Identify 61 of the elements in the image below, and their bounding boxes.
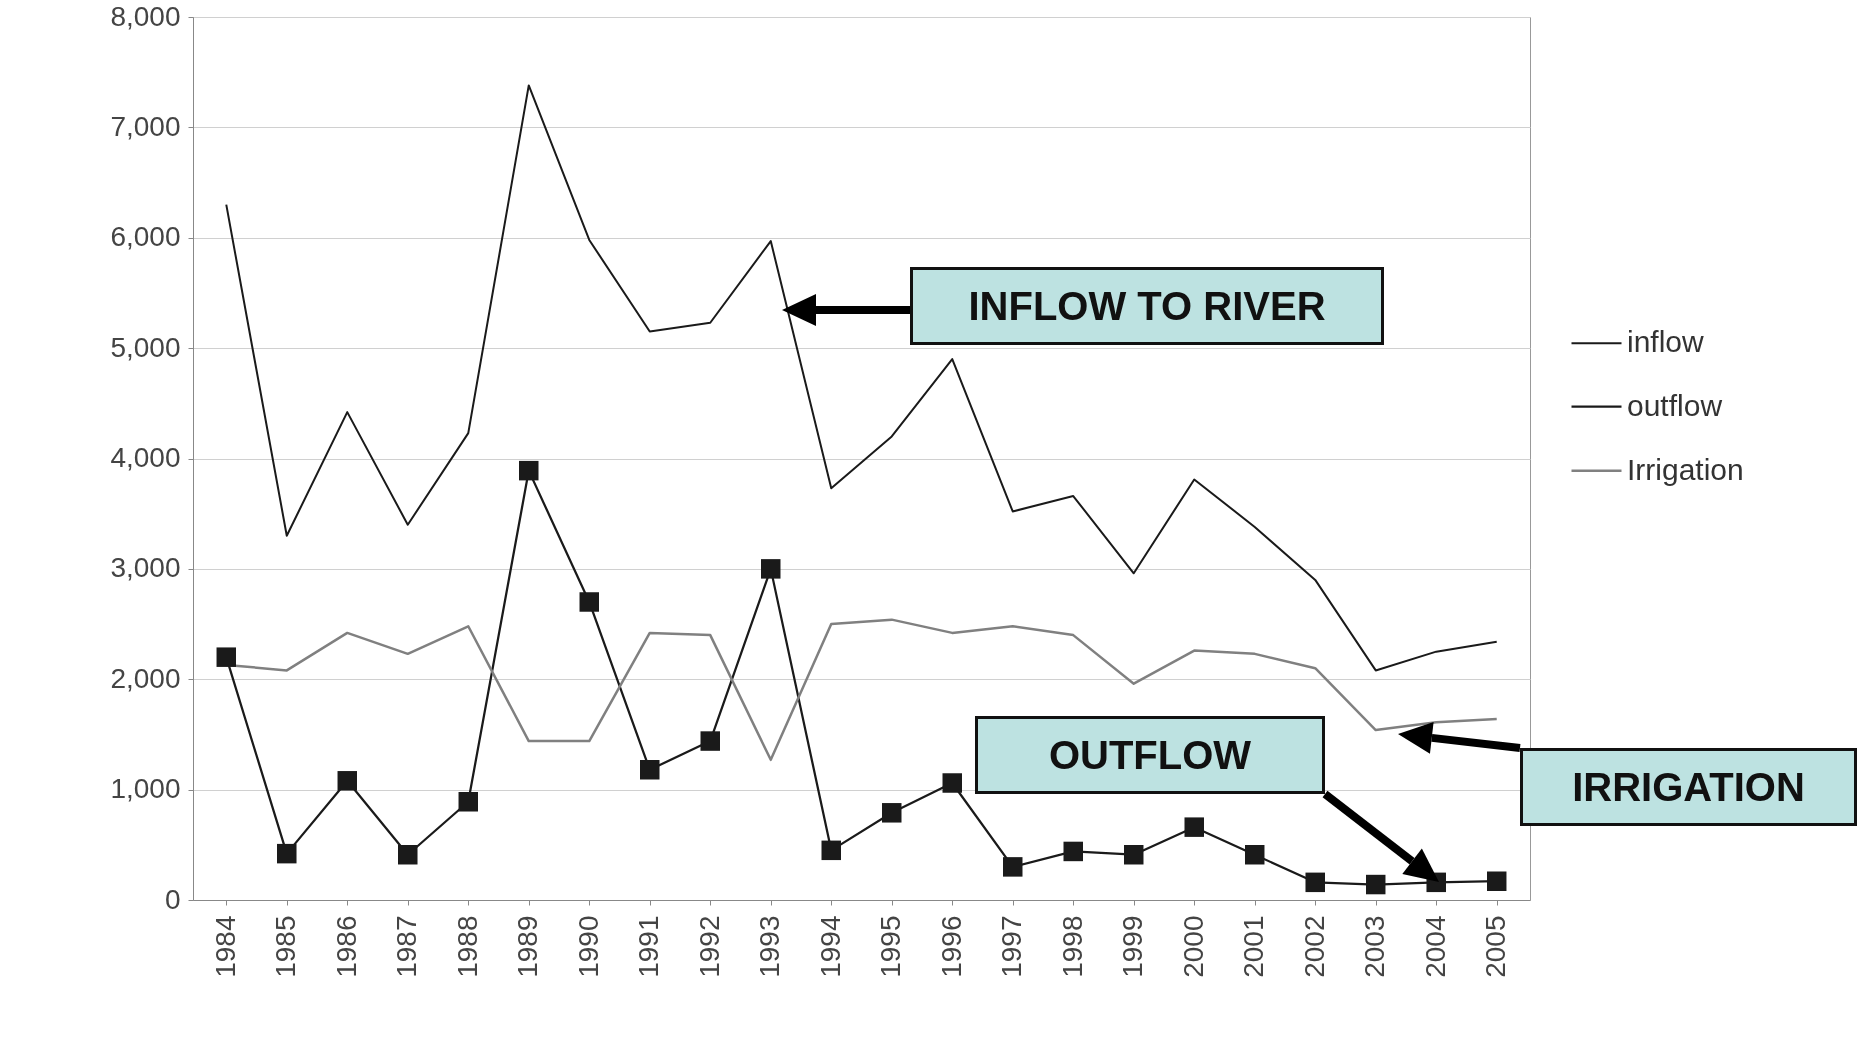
point bbox=[1063, 841, 1083, 862]
x-tick-label: 1992 bbox=[693, 915, 725, 978]
point bbox=[761, 559, 781, 579]
label-box: IRRIGATION bbox=[1520, 748, 1857, 826]
legend-label: Irrigation bbox=[1627, 452, 1744, 486]
x-tick-label: 1995 bbox=[875, 915, 907, 978]
y-tick-label: 2,000 bbox=[110, 662, 181, 694]
point bbox=[1123, 845, 1144, 865]
x-tick-label: 1993 bbox=[754, 915, 786, 978]
point bbox=[1003, 857, 1023, 877]
x-tick-label: 2005 bbox=[1480, 915, 1512, 978]
annotation: INFLOW TO RIVER bbox=[968, 283, 1326, 329]
point bbox=[821, 840, 841, 861]
x-tick-label: 1999 bbox=[1117, 915, 1149, 978]
y-tick-label: 6,000 bbox=[110, 221, 181, 253]
y-tick-label: 8,000 bbox=[110, 0, 181, 32]
line-series bbox=[225, 84, 1498, 672]
y-tick-label: 0 bbox=[164, 883, 181, 915]
point bbox=[1365, 874, 1386, 895]
point bbox=[1244, 845, 1265, 865]
x-tick-label: 2002 bbox=[1298, 915, 1330, 978]
label-box: INFLOW TO RIVER bbox=[910, 267, 1384, 345]
x-tick-label: 1986 bbox=[330, 915, 362, 978]
x-tick-label: 1998 bbox=[1056, 915, 1088, 978]
x-tick-label: 1996 bbox=[935, 915, 967, 978]
x-tick-label: 2004 bbox=[1419, 915, 1451, 978]
y-tick-label: 5,000 bbox=[110, 331, 181, 363]
point bbox=[1305, 872, 1325, 893]
point bbox=[458, 792, 479, 812]
point bbox=[942, 773, 962, 793]
y-tick-label: 4,000 bbox=[110, 442, 181, 473]
x-tick-label: 1988 bbox=[451, 915, 483, 978]
point bbox=[337, 771, 358, 791]
point bbox=[700, 731, 720, 751]
x-tick-label: 1987 bbox=[391, 915, 423, 978]
label-box: OUTFLOW bbox=[975, 716, 1325, 794]
y-tick-label: 7,000 bbox=[110, 110, 181, 142]
x-tick-label: 1984 bbox=[209, 915, 241, 978]
annotation: OUTFLOW bbox=[1048, 732, 1252, 778]
point bbox=[640, 760, 660, 780]
x-tick-label: 1985 bbox=[270, 915, 302, 978]
x-tick-label: 1989 bbox=[512, 915, 544, 978]
x-tick-label: 2003 bbox=[1359, 915, 1391, 978]
point bbox=[398, 845, 418, 865]
point bbox=[277, 843, 297, 864]
point bbox=[882, 803, 902, 823]
x-tick-label: 1991 bbox=[633, 915, 665, 978]
legend-label: outflow bbox=[1627, 388, 1723, 422]
x-tick-label: 1990 bbox=[572, 915, 604, 978]
legend-label: inflow bbox=[1627, 325, 1705, 359]
x-tick-label: 2001 bbox=[1238, 915, 1270, 978]
y-tick-label: 1,000 bbox=[110, 773, 181, 805]
point bbox=[216, 647, 237, 667]
x-tick-label: 1997 bbox=[996, 915, 1028, 978]
point bbox=[1184, 817, 1204, 837]
x-tick-label: 1994 bbox=[814, 915, 846, 978]
y-tick-label: 3,000 bbox=[110, 552, 181, 584]
point bbox=[579, 592, 600, 612]
x-tick-label: 2000 bbox=[1177, 915, 1209, 978]
point bbox=[519, 460, 539, 481]
point bbox=[1486, 871, 1507, 891]
